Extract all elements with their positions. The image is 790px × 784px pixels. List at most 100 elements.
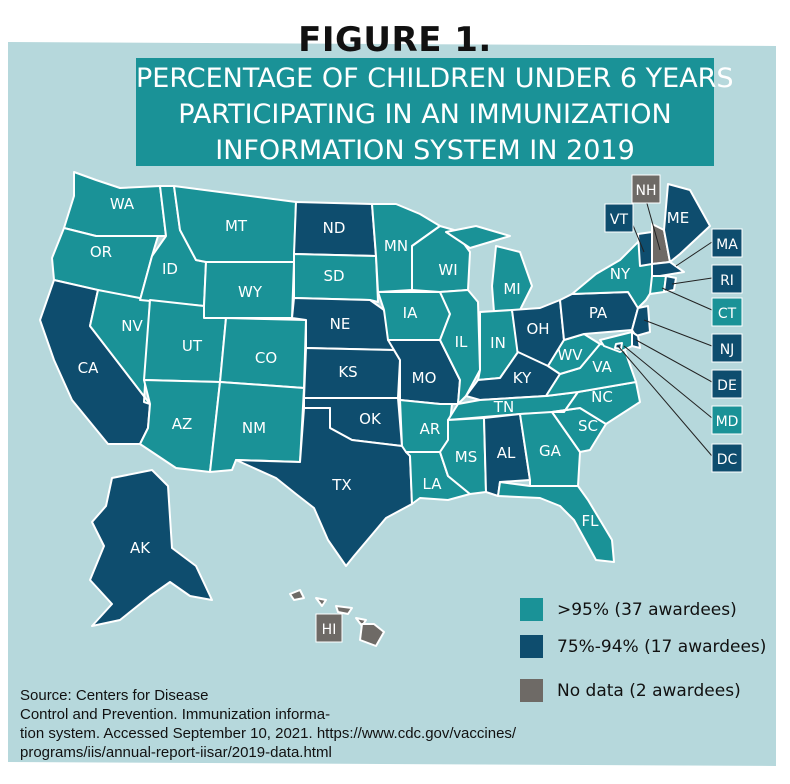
label-NE: NE [330, 315, 351, 333]
label-ME: ME [667, 209, 689, 227]
callout-HI: HI [315, 613, 343, 643]
legend-swatch-nodata [520, 679, 543, 702]
title-banner: PERCENTAGE OF CHILDREN UNDER 6 YEARS PAR… [136, 58, 734, 166]
legend-label-nodata: No data (2 awardees) [557, 680, 741, 701]
label-AL: AL [497, 444, 516, 462]
svg-text:RI: RI [720, 273, 734, 289]
label-OH: OH [526, 320, 549, 338]
label-TN: TN [493, 398, 514, 416]
state-AK [89, 469, 213, 627]
legend-label-mid: 75%-94% (17 awardees) [557, 636, 767, 657]
svg-text:DC: DC [717, 452, 738, 468]
label-MS: MS [455, 448, 477, 466]
label-NC: NC [591, 388, 613, 406]
label-MI: MI [503, 280, 520, 298]
svg-text:CT: CT [718, 306, 737, 322]
label-CA: CA [78, 359, 99, 377]
svg-text:VT: VT [610, 212, 629, 228]
state-WI [411, 225, 471, 293]
svg-text:MA: MA [716, 237, 738, 253]
label-LA: LA [423, 475, 443, 493]
state-FL [497, 481, 615, 563]
state-HI-5 [359, 623, 385, 647]
label-GA: GA [539, 442, 562, 460]
state-HI-3 [335, 605, 353, 615]
state-TX [235, 407, 413, 567]
label-WA: WA [110, 195, 135, 213]
label-SD: SD [323, 267, 344, 285]
callout-boxes: NH VT MA RI CT NJ DE MD [315, 174, 743, 643]
label-IL: IL [455, 333, 468, 351]
figure-label: FIGURE 1. [298, 20, 492, 60]
label-WV: WV [557, 346, 583, 364]
source-line-1: Source: Centers for Disease [20, 687, 209, 704]
label-PA: PA [589, 304, 608, 322]
state-HI-1 [289, 589, 305, 601]
label-MO: MO [412, 369, 437, 387]
label-WY: WY [238, 283, 263, 301]
source-line-3: tion system. Accessed September 10, 2021… [20, 725, 517, 742]
title-line-3: INFORMATION SYSTEM IN 2019 [215, 135, 635, 166]
callout-DE: DE [711, 369, 743, 399]
source-note: Source: Centers for Disease Control and … [20, 686, 540, 762]
callout-MA: MA [711, 228, 743, 258]
callout-lines [617, 199, 713, 457]
callout-NJ: NJ [711, 333, 743, 363]
label-SC: SC [578, 417, 598, 435]
title-line-2: PARTICIPATING IN AN IMMUNIZATION [178, 99, 672, 130]
label-TX: TX [331, 476, 351, 494]
label-CO: CO [255, 349, 277, 367]
state-MI-up [445, 225, 511, 249]
state-RI [663, 275, 677, 293]
label-FL: FL [582, 512, 600, 530]
label-WI: WI [438, 261, 457, 279]
label-MT: MT [225, 217, 248, 235]
callout-NH: NH [631, 174, 661, 204]
label-UT: UT [182, 337, 203, 355]
label-NY: NY [610, 265, 631, 283]
callout-DC: DC [711, 443, 743, 473]
label-NM: NM [242, 419, 266, 437]
legend-label-high: >95% (37 awardees) [557, 599, 737, 620]
state-NJ [631, 305, 651, 337]
svg-text:DE: DE [717, 378, 737, 394]
label-IN: IN [490, 334, 506, 352]
title-line-1: PERCENTAGE OF CHILDREN UNDER 6 YEARS [136, 63, 734, 94]
label-OR: OR [90, 243, 112, 261]
label-MN: MN [384, 237, 408, 255]
state-SD [293, 253, 379, 303]
callout-CT: CT [711, 297, 743, 327]
label-KS: KS [338, 363, 357, 381]
label-ID: ID [162, 260, 178, 278]
callout-VT: VT [604, 203, 634, 233]
callout-MD: MD [711, 405, 743, 435]
state-MA [651, 261, 685, 277]
label-AZ: AZ [172, 415, 193, 433]
svg-text:NH: NH [636, 183, 657, 199]
label-KY: KY [513, 369, 532, 387]
source-line-4: programs/iis/annual-report-iisar/2019-da… [20, 744, 332, 761]
callout-RI: RI [711, 264, 743, 294]
svg-text:MD: MD [716, 414, 739, 430]
state-VT [637, 231, 653, 267]
svg-text:NJ: NJ [720, 342, 735, 358]
svg-text:HI: HI [322, 622, 337, 638]
legend-swatch-mid [520, 635, 543, 658]
label-AK: AK [130, 539, 151, 557]
label-AR: AR [420, 420, 441, 438]
legend-item-mid: 75%-94% (17 awardees) [520, 635, 766, 658]
source-line-2: Control and Prevention. Immunization inf… [20, 706, 331, 723]
label-IA: IA [403, 304, 418, 322]
label-OK: OK [359, 410, 382, 428]
state-HI-2 [315, 597, 327, 607]
state-MI [491, 245, 533, 313]
legend-item-high: >95% (37 awardees) [520, 598, 737, 621]
legend-item-nodata: No data (2 awardees) [520, 679, 741, 702]
label-ND: ND [323, 219, 346, 237]
state-MD [599, 331, 633, 353]
legend-swatch-high [520, 598, 543, 621]
label-VA: VA [592, 358, 612, 376]
state-labels: WA OR CA NV ID MT WY UT CO AZ NM ND SD N… [78, 195, 690, 557]
label-NV: NV [121, 317, 143, 335]
